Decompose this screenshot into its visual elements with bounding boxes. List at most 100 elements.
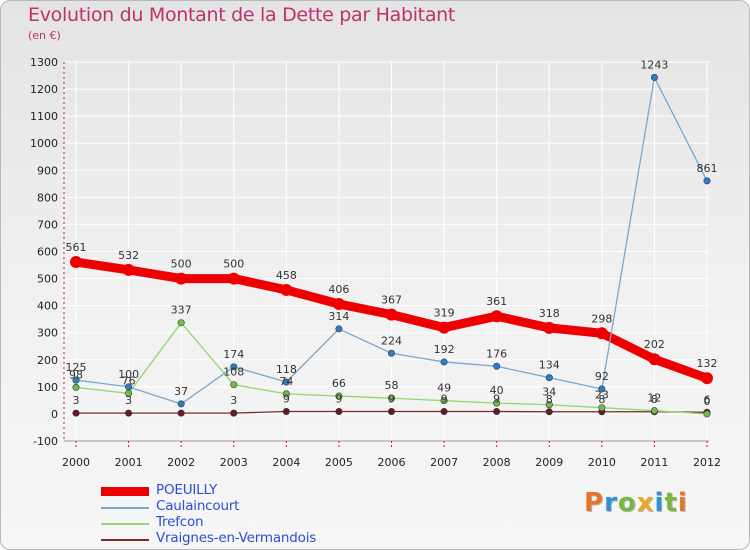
data-label: 76 <box>122 374 136 387</box>
data-label: 8 <box>651 393 658 406</box>
data-label: 40 <box>490 384 504 397</box>
logo-letter: r <box>604 488 618 518</box>
data-point <box>230 381 238 389</box>
data-label: 9 <box>283 392 290 405</box>
data-label: 108 <box>223 366 244 379</box>
data-point <box>490 310 503 323</box>
data-point <box>72 383 80 391</box>
data-label: 12 <box>647 392 661 405</box>
x-tick-label: 2009 <box>535 456 563 469</box>
data-point <box>703 177 711 185</box>
data-label: 861 <box>697 162 718 175</box>
data-point <box>543 321 556 334</box>
data-label: 174 <box>223 348 244 361</box>
data-point <box>493 407 501 415</box>
logo-letter: P <box>584 488 605 518</box>
x-tick-label: 2010 <box>588 456 616 469</box>
data-point <box>650 73 658 81</box>
data-point <box>385 308 398 321</box>
data-point <box>545 401 553 409</box>
data-point <box>230 409 238 417</box>
data-point <box>545 408 553 416</box>
data-point <box>280 283 293 296</box>
data-point <box>438 321 451 334</box>
logo-letter: i <box>677 488 688 518</box>
legend-label: POEUILLY <box>156 482 218 498</box>
x-tick-label: 2002 <box>167 456 195 469</box>
x-tick-label: 2003 <box>220 456 248 469</box>
data-point <box>72 376 80 384</box>
data-label: 367 <box>381 294 402 307</box>
y-tick-label: 100 <box>37 381 58 394</box>
data-point <box>703 410 711 418</box>
data-point <box>175 272 188 285</box>
data-point <box>282 390 290 398</box>
x-tick-label: 2008 <box>483 456 511 469</box>
y-tick-label: 400 <box>37 300 58 313</box>
data-label: 361 <box>486 295 507 308</box>
data-point <box>387 349 395 357</box>
legend-swatch <box>101 487 149 496</box>
data-label: 337 <box>171 304 192 317</box>
data-label: 49 <box>437 382 451 395</box>
data-point <box>545 374 553 382</box>
legend-swatch <box>101 539 149 541</box>
data-point <box>122 263 135 276</box>
legend-swatch <box>101 523 149 525</box>
data-label: 9 <box>441 392 448 405</box>
data-label: 318 <box>539 307 560 320</box>
data-label: 8 <box>598 393 605 406</box>
data-label: 224 <box>381 334 402 347</box>
y-tick-label: 600 <box>37 246 58 259</box>
data-label: 58 <box>385 379 399 392</box>
data-label: 132 <box>697 357 718 370</box>
data-label: 3 <box>230 394 237 407</box>
data-point <box>440 397 448 405</box>
data-label: 8 <box>546 393 553 406</box>
data-point <box>177 409 185 417</box>
legend-swatch <box>101 507 149 509</box>
y-tick-label: 800 <box>37 191 58 204</box>
y-tick-label: 1000 <box>30 137 58 150</box>
data-label: 74 <box>279 375 293 388</box>
data-point <box>648 353 661 366</box>
data-point <box>230 363 238 371</box>
data-label: 298 <box>591 312 612 325</box>
data-label: 202 <box>644 338 665 351</box>
y-tick-label: 1100 <box>30 110 58 123</box>
data-label: 176 <box>486 347 507 360</box>
logo-letter: x <box>636 488 655 518</box>
data-point <box>650 407 658 415</box>
chart-title: Evolution du Montant de la Dette par Hab… <box>28 4 456 26</box>
data-point <box>387 407 395 415</box>
data-label: 98 <box>69 368 83 381</box>
data-point <box>493 399 501 407</box>
y-tick-label: 500 <box>37 273 58 286</box>
y-tick-label: 1300 <box>30 56 58 69</box>
y-tick-label: 0 <box>51 408 58 421</box>
x-tick-label: 2000 <box>62 456 90 469</box>
data-label: 0 <box>704 395 711 408</box>
data-label: 118 <box>276 363 297 376</box>
data-label: 34 <box>542 386 556 399</box>
data-label: 100 <box>118 368 139 381</box>
data-label: 500 <box>223 258 244 271</box>
data-point <box>125 409 133 417</box>
data-point <box>335 407 343 415</box>
data-point <box>335 325 343 333</box>
data-label: 9 <box>493 392 500 405</box>
data-label: 406 <box>328 283 349 296</box>
data-label: 314 <box>328 310 349 323</box>
data-label: 561 <box>66 241 87 254</box>
logo-letter: t <box>664 488 678 518</box>
logo-letter: o <box>617 488 637 518</box>
data-label: 125 <box>66 361 87 374</box>
chart-subtitle: (en €) <box>28 29 61 42</box>
data-point <box>72 409 80 417</box>
data-point <box>227 272 240 285</box>
data-point <box>177 400 185 408</box>
data-label: 92 <box>595 370 609 383</box>
data-point <box>440 358 448 366</box>
